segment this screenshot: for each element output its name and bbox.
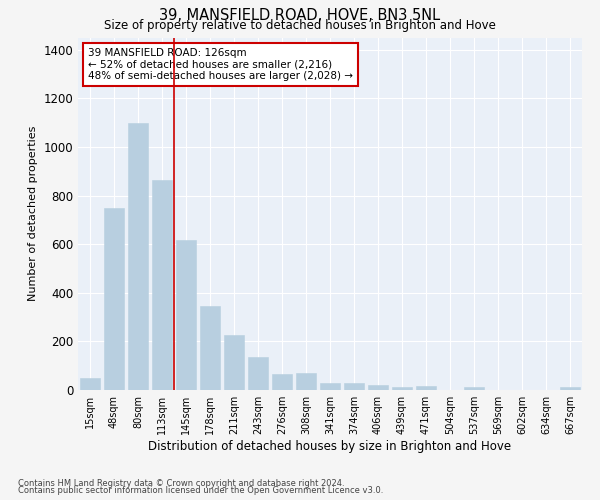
Text: 39, MANSFIELD ROAD, HOVE, BN3 5NL: 39, MANSFIELD ROAD, HOVE, BN3 5NL xyxy=(160,8,440,22)
Bar xyxy=(296,373,316,390)
Bar xyxy=(104,208,124,390)
Bar xyxy=(464,387,484,390)
Y-axis label: Number of detached properties: Number of detached properties xyxy=(28,126,38,302)
Bar xyxy=(272,374,292,390)
Bar xyxy=(128,122,148,390)
Text: 39 MANSFIELD ROAD: 126sqm
← 52% of detached houses are smaller (2,216)
48% of se: 39 MANSFIELD ROAD: 126sqm ← 52% of detac… xyxy=(88,48,353,82)
Bar xyxy=(368,384,388,390)
Bar xyxy=(200,306,220,390)
X-axis label: Distribution of detached houses by size in Brighton and Hove: Distribution of detached houses by size … xyxy=(148,440,512,453)
Bar xyxy=(416,386,436,390)
Bar xyxy=(320,382,340,390)
Text: Contains public sector information licensed under the Open Government Licence v3: Contains public sector information licen… xyxy=(18,486,383,495)
Bar xyxy=(344,382,364,390)
Bar xyxy=(152,180,172,390)
Bar xyxy=(392,387,412,390)
Bar xyxy=(176,240,196,390)
Bar xyxy=(560,387,580,390)
Text: Contains HM Land Registry data © Crown copyright and database right 2024.: Contains HM Land Registry data © Crown c… xyxy=(18,478,344,488)
Bar xyxy=(248,357,268,390)
Bar xyxy=(80,378,100,390)
Bar xyxy=(224,336,244,390)
Text: Size of property relative to detached houses in Brighton and Hove: Size of property relative to detached ho… xyxy=(104,18,496,32)
